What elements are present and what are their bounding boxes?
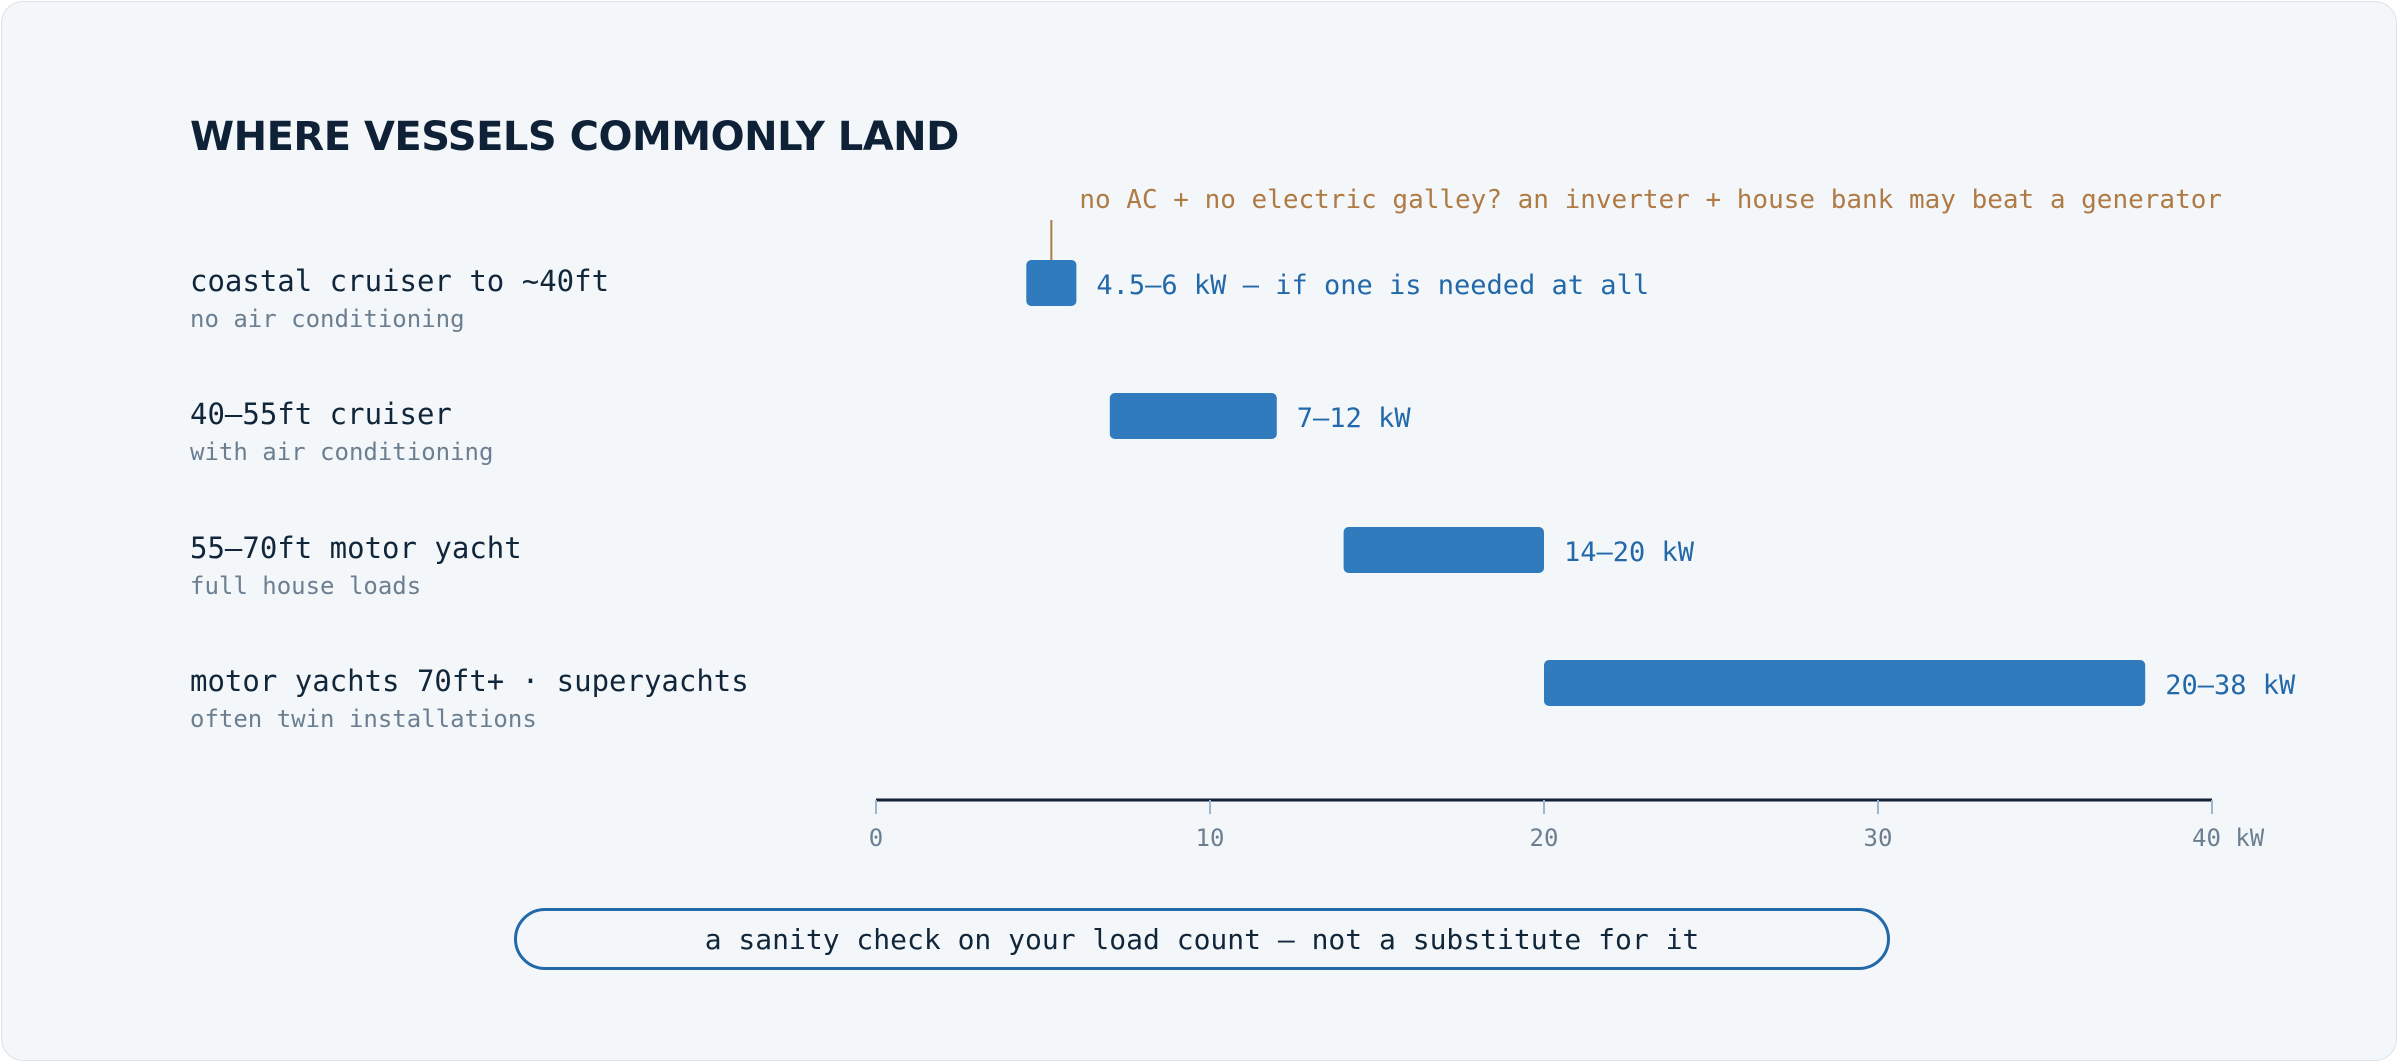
range-bar bbox=[1343, 527, 1544, 573]
row-label: 55–70ft motor yacht bbox=[190, 531, 522, 565]
footnote-pill: a sanity check on your load count — not … bbox=[514, 908, 1890, 970]
row-sublabel: often twin installations bbox=[190, 705, 537, 733]
annotation-text: no AC + no electric galley? an inverter … bbox=[1079, 185, 2222, 215]
range-bar bbox=[1026, 260, 1077, 306]
range-bar bbox=[1544, 660, 2146, 706]
row-sublabel: full house loads bbox=[190, 572, 421, 600]
bar-value-label: 14–20 kW bbox=[1564, 537, 1695, 568]
bar-value-label: 7–12 kW bbox=[1297, 403, 1412, 434]
chart-title: WHERE VESSELS COMMONLY LAND bbox=[190, 114, 959, 160]
row-label: coastal cruiser to ~40ft bbox=[190, 264, 609, 298]
range-bar bbox=[1109, 393, 1277, 439]
x-tick-label: 40 kW bbox=[2192, 824, 2265, 852]
row-sublabel: no air conditioning bbox=[190, 305, 465, 333]
x-tick-label: 10 bbox=[1196, 824, 1225, 852]
x-tick-label: 20 bbox=[1530, 824, 1559, 852]
bar-value-label: 20–38 kW bbox=[2165, 670, 2296, 701]
x-tick-label: 30 bbox=[1864, 824, 1893, 852]
bar-value-label: 4.5–6 kW — if one is needed at all bbox=[1096, 270, 1649, 301]
row-label: motor yachts 70ft+ · superyachts bbox=[190, 664, 749, 698]
row-label: 40–55ft cruiser bbox=[190, 397, 452, 431]
row-sublabel: with air conditioning bbox=[190, 438, 493, 466]
x-tick-label: 0 bbox=[869, 824, 883, 852]
